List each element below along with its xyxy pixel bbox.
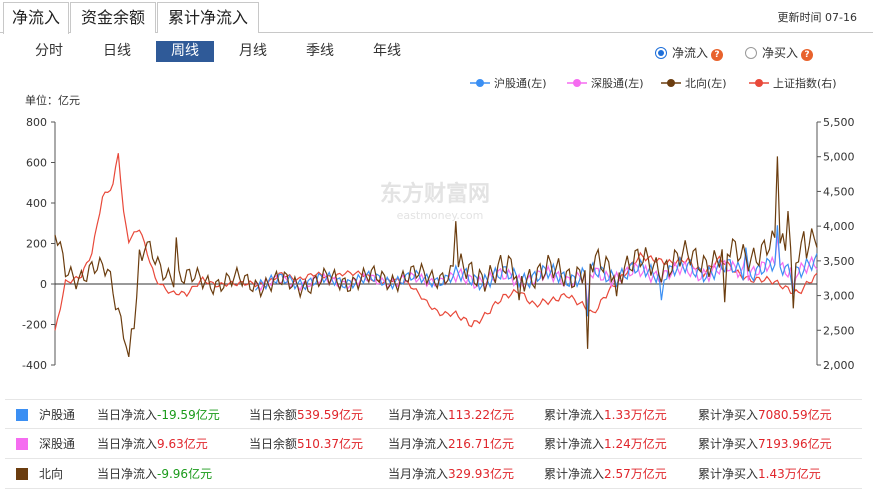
table-cell: 当月净流入329.93亿元: [388, 467, 515, 481]
watermark-url-text: eastmoney.com: [397, 209, 484, 222]
table-cell: 累计净买入7080.59亿元: [698, 408, 832, 422]
legend-swatch: [16, 468, 28, 480]
y-left-tick-label: 400: [26, 197, 47, 210]
legend-marker: [755, 79, 763, 87]
table-cell: 当月净流入113.22亿元: [388, 408, 515, 422]
y-right-tick-label: 3,500: [823, 255, 855, 268]
radio-net-buy[interactable]: 净买入?: [745, 44, 814, 61]
table-cell: 当日净流入9.63亿元: [97, 437, 208, 451]
table-cell: 累计净流入1.24万亿元: [544, 437, 667, 451]
legend-label: 上证指数(右): [773, 76, 837, 90]
legend-marker: [573, 79, 581, 87]
y-right-tick-label: 4,500: [823, 185, 855, 198]
y-left-tick-label: 600: [26, 157, 47, 170]
radio-net-inflow-label: 净流入: [672, 46, 709, 60]
table-row: 沪股通 当日净流入-19.59亿元 当日余额539.59亿元 当月净流入113.…: [5, 399, 862, 429]
y-left-tick-label: 0: [40, 278, 47, 291]
tab-cumulative-inflow[interactable]: 累计净流入: [157, 2, 259, 33]
table-row: 深股通 当日净流入9.63亿元 当日余额510.37亿元 当月净流入216.71…: [5, 429, 862, 459]
tab-bar: 净流入 资金余额 累计净流入 更新时间 07-16: [0, 0, 873, 34]
table-cell: 累计净买入7193.96亿元: [698, 437, 832, 451]
table-cell: 当日余额539.59亿元: [249, 408, 364, 422]
tab-net-inflow[interactable]: 净流入: [3, 2, 69, 34]
period-tab-quarterly[interactable]: 季线: [306, 43, 334, 59]
radio-checked-icon: [655, 47, 667, 59]
y-right-tick-label: 5,500: [823, 116, 855, 129]
row-label: 沪股通: [39, 408, 76, 422]
radio-net-inflow[interactable]: 净流入?: [655, 44, 724, 61]
legend-marker: [667, 79, 675, 87]
period-tab-daily[interactable]: 日线: [103, 43, 131, 59]
series-line: [54, 153, 818, 331]
y-right-tick-label: 5,000: [823, 151, 855, 164]
summary-table: 沪股通 当日净流入-19.59亿元 当日余额539.59亿元 当月净流入113.…: [5, 399, 862, 489]
help-icon[interactable]: ?: [711, 49, 724, 61]
y-right-tick-label: 3,000: [823, 290, 855, 303]
y-right-tick-label: 2,500: [823, 324, 855, 337]
y-left-tick-label: 800: [26, 116, 47, 129]
tab-fund-balance[interactable]: 资金余额: [70, 2, 156, 33]
y-left-tick-label: -400: [22, 359, 47, 372]
y-left-tick-label: 200: [26, 238, 47, 251]
legend-marker: [476, 79, 484, 87]
table-row: 北向 当日净流入-9.96亿元 当月净流入329.93亿元 累计净流入2.57万…: [5, 459, 862, 489]
radio-unchecked-icon: [745, 47, 757, 59]
legend-swatch: [16, 409, 28, 421]
help-icon[interactable]: ?: [801, 49, 814, 61]
radio-net-buy-label: 净买入: [762, 46, 799, 60]
row-label: 深股通: [39, 437, 76, 451]
period-tab-monthly[interactable]: 月线: [239, 43, 267, 59]
unit-label: 单位：亿元: [25, 93, 80, 107]
y-right-tick-label: 4,000: [823, 220, 855, 233]
northbound-flow-chart: 单位：亿元 沪股通(左) 深股通(左) 北向(左) 上证指数(右) 东方财富网 eastmo…: [22, 76, 855, 372]
watermark-logo-text: 东方财富网: [380, 181, 490, 207]
table-cell: 当月净流入216.71亿元: [388, 437, 515, 451]
row-label: 北向: [39, 467, 64, 481]
legend-label: 深股通(左): [591, 77, 644, 90]
y-left-tick-label: -200: [22, 319, 47, 332]
period-tab-yearly[interactable]: 年线: [373, 43, 401, 59]
legend-label: 北向(左): [685, 76, 727, 90]
table-cell: 当日净流入-19.59亿元: [97, 408, 220, 422]
y-right-tick-label: 2,000: [823, 359, 855, 372]
table-cell: 当日余额510.37亿元: [249, 437, 364, 451]
legend-label: 沪股通(左): [494, 76, 547, 90]
period-tab-weekly[interactable]: 周线: [156, 41, 214, 62]
period-tab-intraday[interactable]: 分时: [35, 43, 63, 59]
table-cell: 累计净流入2.57万亿元: [544, 467, 667, 481]
table-cell: 当日净流入-9.96亿元: [97, 467, 213, 481]
table-cell: 累计净买入1.43万亿元: [698, 467, 821, 481]
series-line: [54, 156, 818, 358]
table-cell: 累计净流入1.33万亿元: [544, 408, 667, 422]
update-time: 更新时间 07-16: [777, 11, 857, 24]
legend-swatch: [16, 438, 28, 450]
